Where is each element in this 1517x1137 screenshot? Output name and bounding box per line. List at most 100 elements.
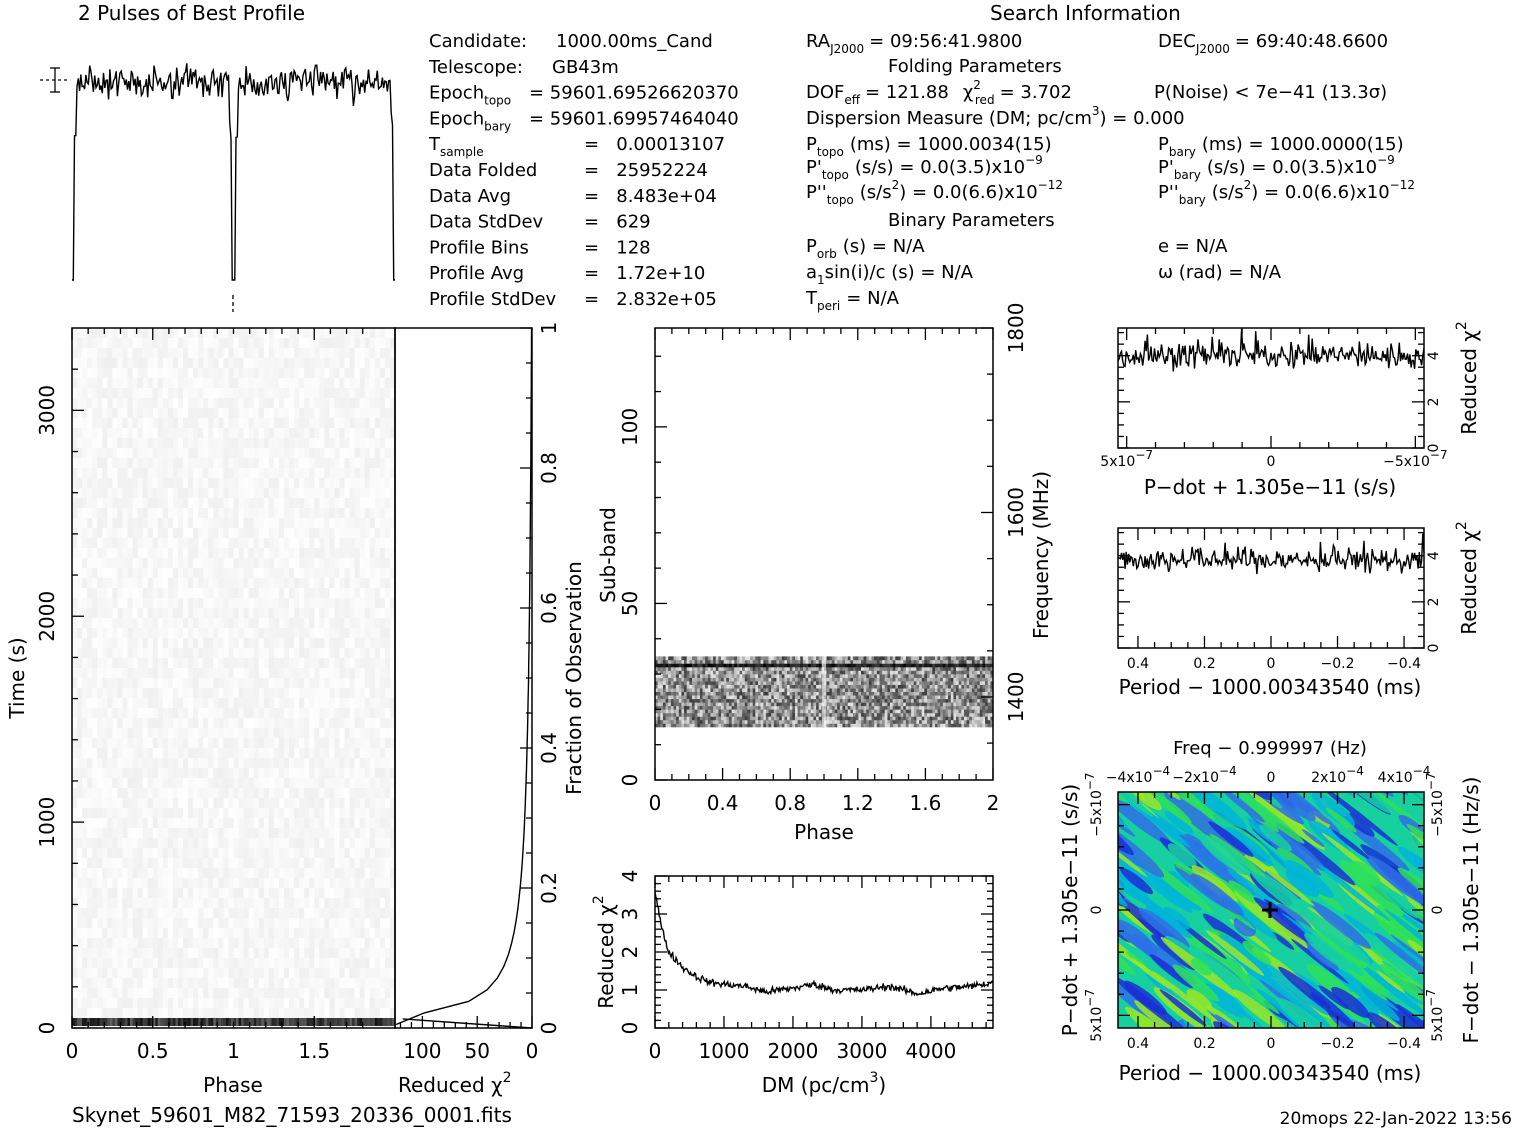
- time-phase-cell: [365, 368, 371, 379]
- time-phase-cell: [72, 718, 78, 729]
- time-phase-cell: [269, 998, 275, 1009]
- time-phase-cell: [314, 998, 320, 1009]
- time-phase-cell: [350, 708, 356, 719]
- time-phase-cell: [218, 998, 224, 1009]
- time-phase-cell: [254, 578, 260, 589]
- time-phase-cell: [153, 708, 159, 719]
- time-phase-cell: [294, 798, 300, 809]
- time-phase-cell: [234, 368, 240, 379]
- time-phase-cell: [183, 608, 189, 619]
- time-phase-cell: [198, 538, 204, 549]
- time-phase-cell: [107, 698, 113, 709]
- time-phase-cell: [208, 678, 214, 689]
- time-phase-cell: [355, 688, 361, 699]
- time-phase-cell: [72, 708, 78, 719]
- time-phase-cell: [294, 918, 300, 929]
- time-phase-cell: [360, 628, 366, 639]
- time-phase-cell: [188, 758, 194, 769]
- time-phase-cell: [279, 708, 285, 719]
- time-phase-cell: [279, 528, 285, 539]
- subband-cell: [769, 720, 772, 724]
- time-phase-cell: [284, 388, 290, 399]
- time-phase-cell: [385, 718, 391, 729]
- time-phase-cell: [380, 478, 386, 489]
- time-phase-cell: [87, 878, 93, 889]
- time-phase-cell: [355, 928, 361, 939]
- time-phase-cell: [92, 958, 98, 969]
- time-phase-cell: [365, 338, 371, 349]
- time-phase-cell: [375, 338, 381, 349]
- time-phase-cell: [92, 668, 98, 679]
- time-phase-cell: [350, 1008, 356, 1019]
- time-phase-cell: [385, 408, 391, 419]
- time-phase-cell: [77, 388, 83, 399]
- time-phase-cell: [314, 408, 320, 419]
- time-phase-cell: [380, 418, 386, 429]
- time-phase-cell: [294, 698, 300, 709]
- time-phase-cell: [249, 958, 255, 969]
- time-phase-cell: [360, 708, 366, 719]
- time-phase-cell: [213, 478, 219, 489]
- time-phase-cell: [133, 538, 139, 549]
- time-phase-cell: [284, 608, 290, 619]
- time-phase-cell: [350, 458, 356, 469]
- time-phase-cell: [279, 568, 285, 579]
- time-phase-cell: [264, 848, 270, 859]
- time-phase-cell: [158, 368, 164, 379]
- time-phase-cell: [355, 888, 361, 899]
- time-phase-cell: [143, 728, 149, 739]
- time-phase-cell: [340, 978, 346, 989]
- time-phase-cell: [304, 488, 310, 499]
- time-phase-cell: [294, 508, 300, 519]
- time-phase-cell: [289, 758, 295, 769]
- time-phase-cell: [289, 688, 295, 699]
- time-phase-cell: [82, 568, 88, 579]
- time-phase-cell: [355, 898, 361, 909]
- time-phase-cell: [370, 438, 376, 449]
- time-phase-cell: [163, 458, 169, 469]
- time-phase-cell: [107, 498, 113, 509]
- time-phase-cell: [107, 868, 113, 879]
- time-phase-cell: [168, 888, 174, 899]
- time-phase-cell: [208, 788, 214, 799]
- time-phase-cell: [133, 418, 139, 429]
- time-phase-cell: [329, 708, 335, 719]
- time-phase-cell: [143, 958, 149, 969]
- time-phase-cell: [112, 778, 118, 789]
- time-phase-cell: [112, 958, 118, 969]
- time-phase-cell: [350, 578, 356, 589]
- time-phase-cell: [385, 468, 391, 479]
- time-phase-cell: [365, 458, 371, 469]
- time-phase-cell: [173, 868, 179, 879]
- time-phase-cell: [218, 908, 224, 919]
- time-phase-cell: [203, 898, 209, 909]
- time-phase-cell: [249, 368, 255, 379]
- time-phase-cell: [183, 778, 189, 789]
- time-phase-cell: [213, 548, 219, 559]
- time-phase-cell: [254, 408, 260, 419]
- time-phase-cell: [198, 998, 204, 1009]
- time-phase-cell: [355, 468, 361, 479]
- time-phase-cell: [102, 838, 108, 849]
- time-phase-cell: [148, 568, 154, 579]
- time-phase-cell: [350, 698, 356, 709]
- time-phase-cell: [380, 788, 386, 799]
- time-phase-cell: [340, 538, 346, 549]
- time-phase-cell: [92, 508, 98, 519]
- time-phase-cell: [329, 568, 335, 579]
- time-phase-cell: [148, 538, 154, 549]
- subband-cell: [956, 724, 959, 728]
- time-phase-cell: [375, 958, 381, 969]
- time-phase-cell: [340, 888, 346, 899]
- time-phase-cell: [82, 658, 88, 669]
- time-phase-cell: [133, 1008, 139, 1019]
- time-phase-cell: [319, 568, 325, 579]
- time-phase-cell: [254, 388, 260, 399]
- time-phase-cell: [274, 398, 280, 409]
- time-phase-cell: [304, 908, 310, 919]
- time-phase-cell: [334, 838, 340, 849]
- time-phase-cell: [340, 638, 346, 649]
- time-phase-cell: [324, 598, 330, 609]
- time-phase-cell: [244, 718, 250, 729]
- time-phase-cell: [254, 1008, 260, 1019]
